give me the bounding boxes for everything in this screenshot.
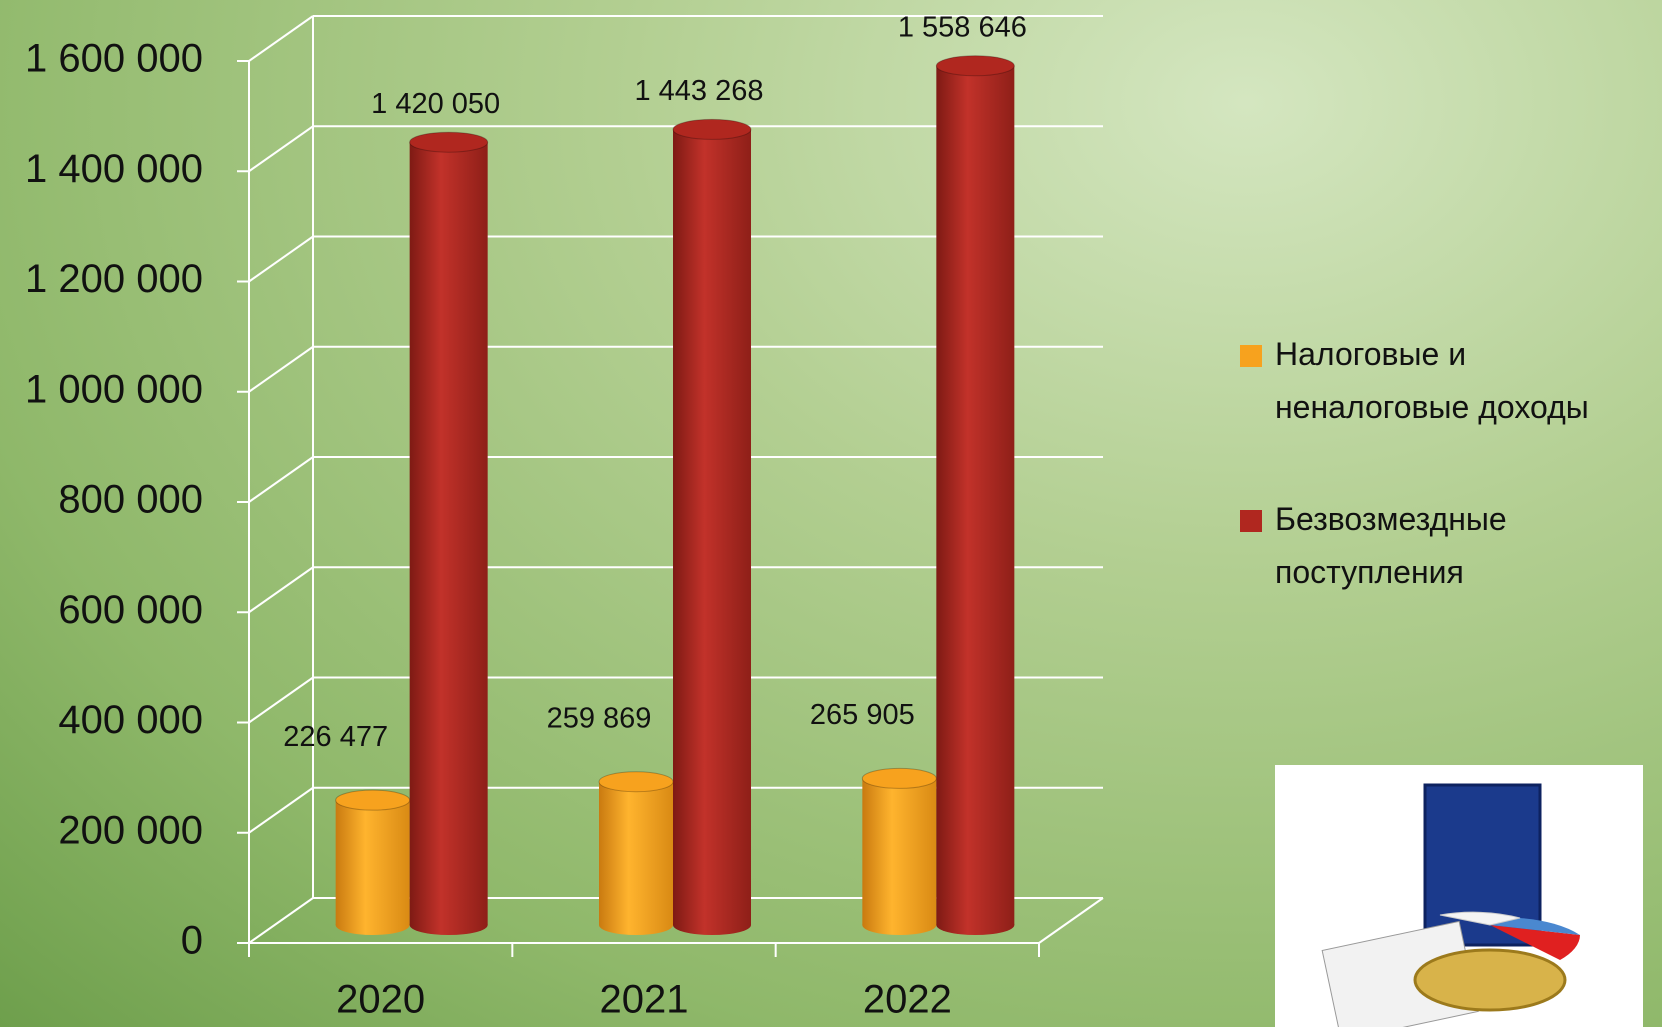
bar [862, 778, 937, 925]
legend-swatch [1240, 345, 1262, 367]
grid-line [248, 235, 314, 283]
value-label: 1 420 050 [371, 88, 500, 120]
bar-top [672, 118, 752, 140]
y-tick-label: 1 600 000 [25, 37, 203, 81]
legend-swatch [1240, 510, 1262, 532]
legend-label: Безвозмездные поступления [1275, 501, 1507, 590]
bar-top [861, 767, 937, 789]
x-tick-label: 2022 [863, 978, 952, 1022]
grid-line [248, 345, 314, 393]
legend-label: Налоговые и неналоговые доходы [1275, 336, 1589, 425]
value-label: 1 443 268 [634, 75, 763, 107]
bar [673, 129, 751, 926]
bar [335, 800, 410, 925]
y-tick-label: 1 200 000 [25, 257, 203, 301]
x-tick-label: 2021 [600, 978, 689, 1022]
value-label: 259 869 [547, 702, 652, 734]
legend-item: Безвозмездные поступления [1240, 493, 1575, 599]
bar [936, 65, 1015, 926]
value-label: 265 905 [810, 699, 915, 731]
grid-line [248, 566, 314, 614]
legend-item: Налоговые и неналоговые доходы [1240, 328, 1655, 434]
bar [599, 781, 673, 925]
x-tick-label: 2020 [336, 978, 425, 1022]
budget-code-picture [1275, 765, 1643, 1027]
grid-line [248, 456, 314, 503]
bar [409, 142, 488, 925]
grid-line [248, 786, 314, 834]
y-tick-label: 0 [181, 919, 203, 963]
y-tick-label: 400 000 [58, 698, 203, 742]
grid-line [248, 897, 314, 944]
bar-top [598, 771, 674, 793]
value-label: 226 477 [283, 721, 388, 753]
bar-top [935, 55, 1015, 77]
floor-edge [1038, 897, 1104, 944]
y-tick-label: 600 000 [58, 588, 203, 632]
y-tick-label: 1 400 000 [25, 147, 203, 191]
grid-line [248, 676, 314, 724]
y-tick-label: 1 000 000 [25, 367, 203, 411]
bar-top [335, 789, 411, 811]
bar-top [409, 131, 489, 153]
value-label: 1 558 646 [898, 11, 1027, 43]
y-tick-label: 800 000 [58, 478, 203, 522]
y-tick-label: 200 000 [58, 808, 203, 852]
grid-line [248, 125, 314, 173]
grid-line [248, 15, 314, 62]
